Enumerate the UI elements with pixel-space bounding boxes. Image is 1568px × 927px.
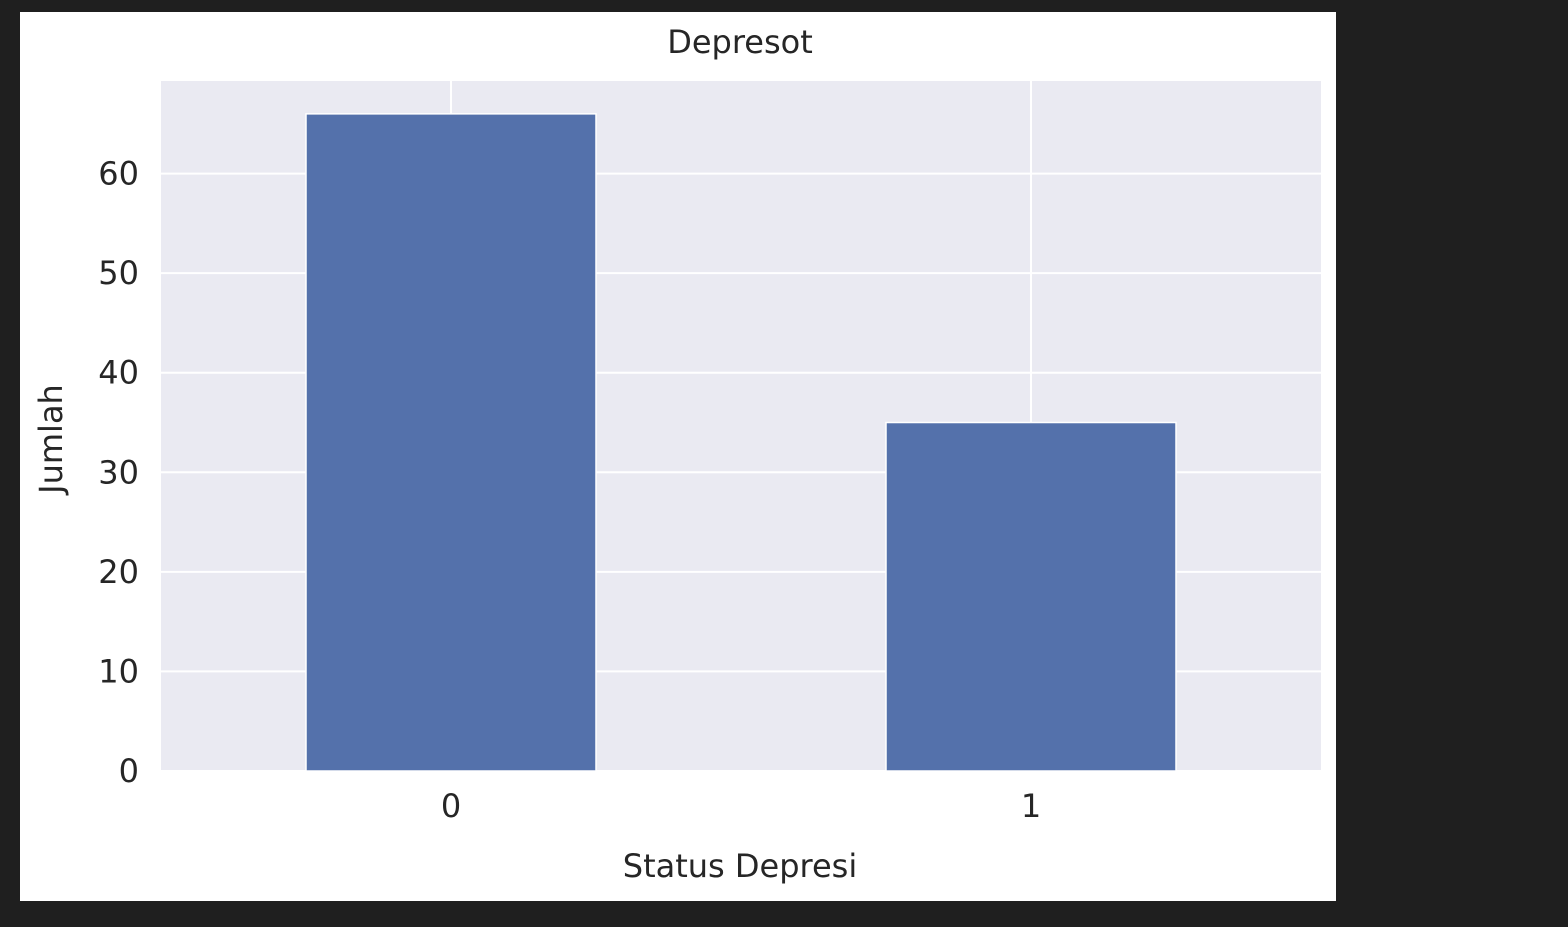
bars (305, 113, 1177, 772)
y-axis-label: Jumlah (32, 384, 70, 496)
y-tick-label: 10 (98, 652, 139, 690)
y-tick-labels: 0 10 20 30 40 50 60 (98, 155, 139, 790)
x-axis-label: Status Depresi (623, 847, 857, 885)
y-tick-label: 30 (98, 453, 139, 491)
bar-1 (885, 421, 1177, 772)
x-tick-label: 0 (441, 787, 461, 825)
y-tick-label: 20 (98, 553, 139, 591)
y-tick-label: 40 (98, 354, 139, 392)
y-tick-label: 0 (119, 752, 139, 790)
y-tick-label: 50 (98, 254, 139, 292)
chart-title: Depresot (667, 23, 813, 61)
bar-0 (305, 113, 597, 772)
y-tick-label: 60 (98, 155, 139, 193)
x-tick-label: 1 (1021, 787, 1041, 825)
